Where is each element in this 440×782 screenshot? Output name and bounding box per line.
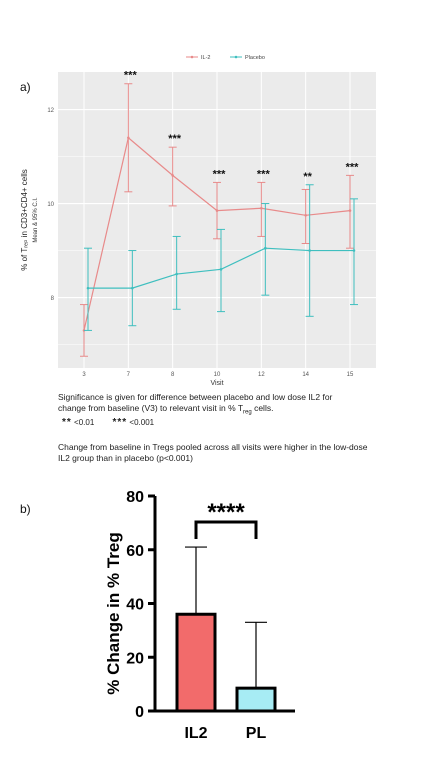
sig-text-3: <0.001 bbox=[127, 418, 155, 427]
caption-line-2: change from baseline (V3) to relevant vi… bbox=[58, 403, 244, 413]
caption-significance: Significance is given for difference bet… bbox=[58, 392, 378, 419]
caption-line-2-end: cells. bbox=[251, 403, 274, 413]
legend-swatch-dot bbox=[234, 55, 238, 59]
data-point bbox=[348, 209, 352, 212]
legend-swatch-dot bbox=[190, 55, 194, 59]
x-tick-label: 10 bbox=[214, 372, 221, 378]
y-axis-label: % of Tᵣₑₚ in CD3+CD4+ cells bbox=[20, 169, 29, 271]
x-tick-label: 8 bbox=[171, 372, 175, 378]
significance-label: *** bbox=[257, 168, 271, 180]
significance-bracket bbox=[194, 520, 258, 539]
x-axis-label: Visit bbox=[210, 380, 223, 387]
sig-text-2: <0.01 bbox=[71, 418, 95, 427]
data-point bbox=[86, 286, 90, 290]
data-point bbox=[215, 209, 219, 212]
y-axis-label: % Change in % Treg bbox=[104, 532, 123, 694]
panel-a-label: a) bbox=[20, 80, 31, 94]
y-tick-label: 80 bbox=[126, 489, 144, 506]
y-tick-label: 20 bbox=[126, 650, 144, 667]
x-tick-label: 12 bbox=[258, 372, 265, 378]
significance-label: *** bbox=[213, 168, 227, 180]
data-point bbox=[171, 174, 174, 177]
significance-label: ** bbox=[303, 171, 312, 183]
caption-note: Change from baseline in Tregs pooled acr… bbox=[58, 442, 368, 463]
x-tick-label: 14 bbox=[302, 372, 309, 378]
significance-label: *** bbox=[346, 161, 360, 173]
significance-label: *** bbox=[124, 70, 138, 82]
caption-line-2-sub: reg bbox=[243, 409, 252, 416]
x-tick-label: 7 bbox=[127, 372, 131, 378]
bar-PL bbox=[235, 686, 277, 713]
legend-label: Placebo bbox=[245, 55, 265, 61]
y-tick-label: 8 bbox=[51, 296, 55, 302]
sig-stars-3: *** bbox=[112, 417, 128, 428]
y-tick-label: 12 bbox=[47, 108, 54, 114]
caption-line-1: Significance is given for difference bet… bbox=[58, 392, 333, 402]
x-tick-label: 3 bbox=[82, 372, 86, 378]
data-point bbox=[175, 272, 178, 276]
y-tick-label: 40 bbox=[126, 597, 144, 614]
data-point bbox=[260, 206, 263, 210]
bar-IL2 bbox=[175, 612, 217, 713]
data-point bbox=[308, 249, 311, 252]
legend-label: IL-2 bbox=[201, 55, 210, 61]
y-tick-label: 0 bbox=[135, 704, 144, 721]
data-point bbox=[304, 214, 307, 217]
significance-label: **** bbox=[207, 499, 245, 526]
x-tick-label: 15 bbox=[347, 372, 354, 378]
x-tick-label: IL2 bbox=[184, 725, 207, 742]
y-axis-sublabel: Mean & 95% C.I. bbox=[33, 197, 39, 243]
data-point bbox=[127, 136, 130, 140]
panel-b-label: b) bbox=[20, 502, 31, 516]
sig-stars-2: ** bbox=[62, 417, 72, 428]
y-tick-label: 60 bbox=[126, 543, 144, 560]
y-tick-label: 10 bbox=[47, 202, 54, 208]
data-point bbox=[219, 268, 223, 271]
line-chart: 8 10 12 3 7 8 10 12 14 15 Visit % of Tᵣₑₚ in CD3+CD… bbox=[20, 55, 376, 387]
data-point bbox=[352, 249, 356, 252]
data-point bbox=[264, 246, 267, 250]
significance-label: *** bbox=[168, 133, 182, 145]
x-tick-label: PL bbox=[246, 725, 267, 742]
data-point bbox=[131, 286, 134, 290]
significance-legend: ** <0.01 *** <0.001 bbox=[62, 417, 170, 428]
